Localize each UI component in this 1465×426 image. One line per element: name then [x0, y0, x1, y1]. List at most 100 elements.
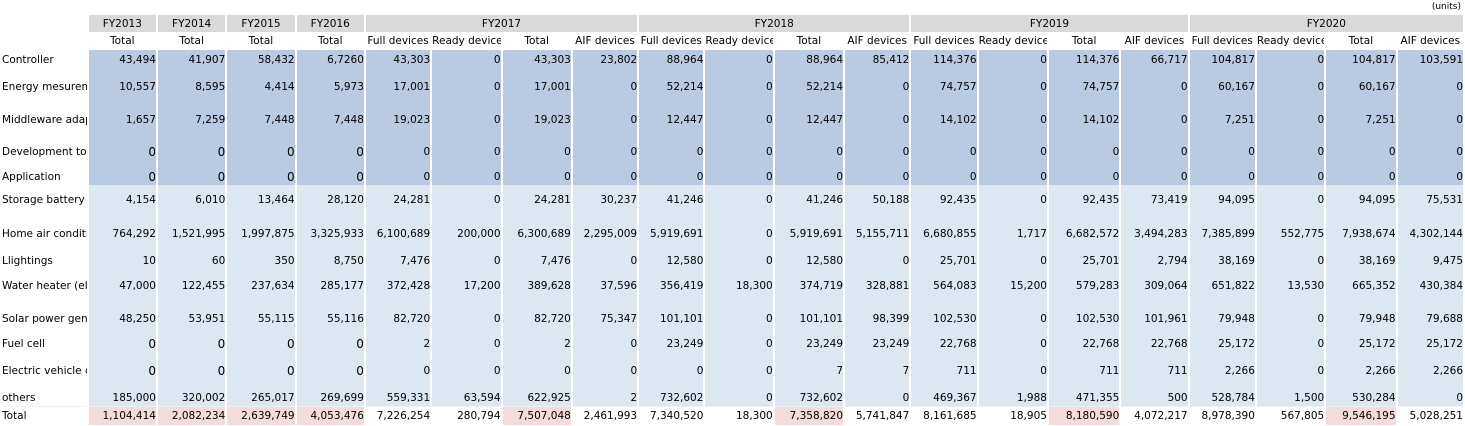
value-cell: 88,964	[639, 50, 704, 69]
row-label: Application	[2, 168, 87, 185]
value-cell: 58,432	[227, 50, 295, 69]
value-cell: 0	[296, 352, 364, 389]
value-cell: 102,530	[1048, 303, 1120, 335]
table-row: others 185,000 320,002 265,017 269,699 559,33…	[2, 389, 1463, 406]
value-cell: 0	[705, 252, 773, 269]
value-cell: 0	[705, 185, 773, 215]
value-cell: 52,214	[774, 69, 844, 104]
row-label: Solar power generator	[2, 303, 87, 335]
value-cell: 104,817	[1326, 50, 1396, 69]
column-subheader: Total	[157, 32, 226, 50]
value-cell: 0	[978, 352, 1047, 389]
value-cell: 0	[432, 303, 501, 335]
value-cell: 14,102	[911, 104, 977, 136]
total-cell: 18,905	[978, 406, 1047, 425]
value-cell: 0	[978, 136, 1047, 168]
value-cell: 7,251	[1326, 104, 1396, 136]
value-cell: 265,017	[227, 389, 295, 406]
value-cell: 0	[978, 168, 1047, 185]
value-cell: 41,246	[639, 185, 704, 215]
value-cell: 0	[639, 136, 704, 168]
value-cell: 2	[572, 389, 638, 406]
value-cell: 8,750	[296, 252, 364, 269]
value-cell: 0	[845, 252, 910, 269]
value-cell: 0	[365, 168, 431, 185]
value-cell: 5,155,711	[845, 215, 910, 252]
value-cell: 0	[157, 168, 226, 185]
value-cell: 103,591	[1397, 50, 1463, 69]
value-cell: 0	[1256, 185, 1325, 215]
value-cell: 1,657	[88, 104, 156, 136]
value-cell: 0	[978, 252, 1047, 269]
value-cell: 41,246	[774, 185, 844, 215]
value-cell: 122,455	[157, 269, 226, 303]
value-cell: 0	[1048, 136, 1120, 168]
column-subheader: Full devices	[639, 32, 704, 50]
total-cell: 2,082,234	[157, 406, 226, 425]
value-cell: 0	[911, 168, 977, 185]
column-subheader: Ready devices	[978, 32, 1047, 50]
value-cell: 6,680,855	[911, 215, 977, 252]
value-cell: 10	[88, 252, 156, 269]
value-cell: 79,688	[1397, 303, 1463, 335]
value-cell: 0	[572, 252, 638, 269]
total-cell: 5,741,847	[845, 406, 910, 425]
value-cell: 101,101	[639, 303, 704, 335]
value-cell: 0	[432, 168, 501, 185]
value-cell: 0	[572, 335, 638, 352]
value-cell: 88,964	[774, 50, 844, 69]
value-cell: 2,266	[1397, 352, 1463, 389]
value-cell: 622,925	[502, 389, 571, 406]
value-cell: 0	[365, 136, 431, 168]
column-subheader: AIF devices	[1121, 32, 1188, 50]
value-cell: 55,116	[296, 303, 364, 335]
value-cell: 22,768	[911, 335, 977, 352]
year-header: FY2020	[1189, 15, 1463, 32]
value-cell: 2,266	[1189, 352, 1255, 389]
total-cell: 7,507,048	[502, 406, 571, 425]
value-cell: 14,102	[1048, 104, 1120, 136]
value-cell: 0	[978, 104, 1047, 136]
value-cell: 732,602	[639, 389, 704, 406]
value-cell: 309,064	[1121, 269, 1188, 303]
value-cell: 79,948	[1326, 303, 1396, 335]
value-cell: 0	[845, 136, 910, 168]
value-cell: 9,475	[1397, 252, 1463, 269]
value-cell: 25,701	[1048, 252, 1120, 269]
value-cell: 7,448	[296, 104, 364, 136]
table-row: Storage battery 4,154 6,010 13,464 28,120 24,…	[2, 185, 1463, 215]
column-subheader: Total	[502, 32, 571, 50]
value-cell: 372,428	[365, 269, 431, 303]
row-label: Development tools	[2, 136, 87, 168]
value-cell: 0	[978, 50, 1047, 69]
value-cell: 0	[227, 335, 295, 352]
value-cell: 48,250	[88, 303, 156, 335]
row-label: Middleware adaptor	[2, 104, 87, 136]
value-cell: 104,817	[1189, 50, 1255, 69]
value-cell: 7,385,899	[1189, 215, 1255, 252]
column-subheader: Full devices	[365, 32, 431, 50]
value-cell: 2,266	[1326, 352, 1396, 389]
value-cell: 22,768	[1048, 335, 1120, 352]
table-row: Water heater (eletric/gus)47,000122,4552…	[2, 269, 1463, 303]
value-cell: 651,822	[1189, 269, 1255, 303]
table-row: Development tools00000000000000000000	[2, 136, 1463, 168]
value-cell: 19,023	[365, 104, 431, 136]
value-cell: 711	[1121, 352, 1188, 389]
value-cell: 22,768	[1121, 335, 1188, 352]
value-cell: 564,083	[911, 269, 977, 303]
column-subheader: Total	[296, 32, 364, 50]
value-cell: 0	[365, 352, 431, 389]
value-cell: 7,251	[1189, 104, 1255, 136]
value-cell: 92,435	[1048, 185, 1120, 215]
value-cell: 0	[845, 69, 910, 104]
value-cell: 579,283	[1048, 269, 1120, 303]
table-row: Llightings 10 60 350 8,750 7,476 0 7,476 0 12,580…	[2, 252, 1463, 269]
value-cell: 7	[774, 352, 844, 389]
value-cell: 0	[639, 168, 704, 185]
value-cell: 43,303	[502, 50, 571, 69]
year-header: FY2013	[88, 15, 156, 32]
value-cell: 50,188	[845, 185, 910, 215]
value-cell: 0	[845, 104, 910, 136]
